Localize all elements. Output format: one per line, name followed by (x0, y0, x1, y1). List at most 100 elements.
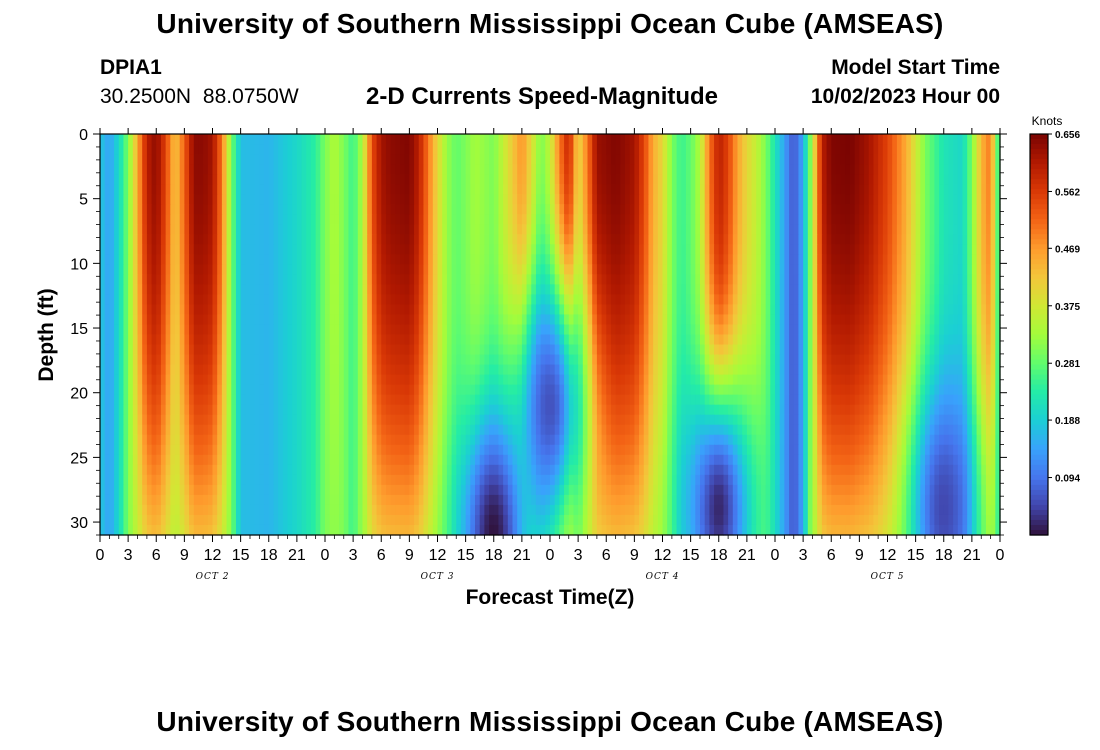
heatmap-cell (367, 144, 373, 155)
heatmap-cell (929, 294, 935, 306)
heatmap-cell (718, 134, 725, 145)
heatmap-cell (353, 324, 359, 336)
heatmap-cell (507, 224, 514, 235)
heatmap-cell (657, 184, 664, 195)
heatmap-cell (432, 134, 439, 145)
heatmap-cell (273, 334, 279, 346)
heatmap-cell (151, 314, 157, 326)
heatmap-cell (264, 264, 270, 275)
heatmap-cell (962, 164, 968, 175)
heatmap-cell (939, 214, 945, 225)
heatmap-cell (643, 204, 650, 215)
heatmap-cell (451, 234, 457, 245)
heatmap-cell (114, 304, 120, 316)
heatmap-cell (681, 204, 687, 215)
heatmap-cell (418, 294, 425, 306)
heatmap-cell (353, 164, 359, 175)
heatmap-cell (371, 294, 378, 306)
heatmap-cell (550, 224, 556, 235)
heatmap-cell (789, 284, 795, 295)
heatmap-cell (353, 194, 359, 205)
heatmap-cell (250, 334, 256, 346)
heatmap-cell (418, 224, 425, 235)
heatmap-cell (156, 324, 162, 336)
heatmap-cell (348, 134, 354, 145)
heatmap-cell (634, 254, 640, 265)
heatmap-cell (404, 134, 410, 145)
heatmap-cell (723, 324, 729, 336)
heatmap-cell (592, 194, 598, 205)
heatmap-cell (564, 334, 570, 346)
heatmap-cell (493, 324, 500, 336)
heatmap-cell (821, 264, 828, 275)
heatmap-cell (493, 214, 500, 225)
heatmap-cell (831, 204, 837, 215)
heatmap-cell (390, 254, 396, 265)
heatmap-cell (967, 244, 973, 255)
heatmap-cell (451, 354, 457, 366)
heatmap-cell (929, 164, 935, 175)
heatmap-cell (578, 284, 584, 295)
heatmap-cell (414, 254, 420, 265)
heatmap-cell (709, 284, 715, 295)
heatmap-cell (948, 144, 954, 155)
heatmap-cell (217, 334, 223, 346)
heatmap-cell (615, 294, 621, 306)
heatmap-cell (245, 244, 251, 255)
heatmap-cell (512, 134, 518, 145)
heatmap-cell (676, 134, 682, 145)
heatmap-cell (723, 174, 729, 185)
heatmap-cell (296, 374, 303, 386)
heatmap-cell (845, 374, 851, 386)
heatmap-cell (981, 204, 987, 215)
heatmap-cell (606, 374, 612, 386)
heatmap-cell (934, 184, 940, 195)
heatmap-cell (695, 214, 701, 225)
heatmap-cell (479, 194, 485, 205)
heatmap-cell (259, 174, 265, 185)
heatmap-cell (835, 194, 842, 205)
heatmap-cell (479, 174, 485, 185)
heatmap-cell (587, 174, 593, 185)
heatmap-cell (423, 164, 429, 175)
heatmap-cell (184, 174, 190, 185)
heatmap-cell (592, 304, 598, 316)
heatmap-cell (732, 364, 739, 376)
heatmap-cell (812, 304, 818, 316)
heatmap-cell (976, 284, 982, 295)
heatmap-cell (657, 264, 664, 275)
heatmap-cell (953, 194, 959, 205)
heatmap-cell (484, 134, 490, 145)
heatmap-cell (615, 364, 621, 376)
heatmap-cell (864, 264, 870, 275)
heatmap-cell (784, 284, 790, 295)
heatmap-cell (521, 234, 528, 245)
heatmap-cell (198, 374, 204, 386)
heatmap-cell (929, 234, 935, 245)
heatmap-cell (981, 164, 987, 175)
heatmap-cell (878, 334, 884, 346)
heatmap-cell (517, 384, 523, 396)
heatmap-cell (179, 344, 185, 356)
heatmap-cell (812, 144, 818, 155)
heatmap-cell (690, 224, 696, 235)
heatmap-cell (910, 284, 917, 295)
heatmap-cell (643, 184, 650, 195)
heatmap-cell (165, 384, 171, 396)
heatmap-cell (315, 324, 321, 336)
heatmap-cell (925, 344, 931, 356)
heatmap-cell (742, 354, 748, 366)
heatmap-cell (943, 284, 950, 295)
heatmap-cell (765, 244, 771, 255)
heatmap-cell (868, 174, 875, 185)
heatmap-cell (259, 294, 265, 306)
heatmap-cell (615, 284, 621, 295)
heatmap-cell (414, 374, 420, 386)
heatmap-cell (685, 214, 692, 225)
heatmap-cell (695, 384, 701, 396)
heatmap-cell (531, 204, 537, 215)
heatmap-cell (264, 274, 270, 285)
heatmap-cell (306, 264, 312, 275)
heatmap-cell (212, 304, 218, 316)
heatmap-cell (334, 244, 340, 255)
